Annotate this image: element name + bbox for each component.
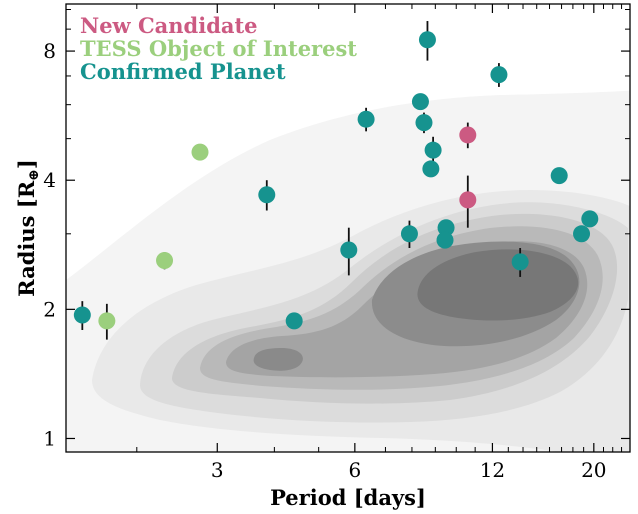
data-point [340,241,358,259]
x-tick-label: 12 [480,458,505,482]
data-points [73,21,599,340]
y-axis-ticks: 1 2 4 8 [43,39,630,450]
y-axis-label-end: ] [14,159,39,169]
data-point [411,93,429,111]
data-point [437,219,455,237]
y-tick-label: 4 [43,168,56,192]
data-point [285,312,303,330]
y-tick-label: 2 [43,297,56,321]
legend-entry-confirmed: Confirmed Planet [80,59,286,84]
y-tick-label: 1 [43,426,56,450]
data-point [191,143,209,161]
contour-level-8b [253,348,303,371]
axes-frame [65,3,631,453]
data-point [581,210,599,228]
x-tick-label: 3 [211,458,224,482]
data-point [550,167,568,185]
minor-ticks [66,4,631,452]
data-point [98,312,116,330]
data-point [511,253,529,271]
data-point [415,114,433,132]
data-point [156,251,174,269]
data-point [258,186,276,204]
data-point [400,225,418,243]
x-tick-label: 20 [581,458,606,482]
legend: New Candidate TESS Object of Interest Co… [80,13,357,84]
y-tick-label: 8 [43,39,56,63]
y-axis-label-subscript: ⊕ [26,169,42,181]
data-point [422,160,440,178]
data-point [459,126,477,144]
x-axis-label: Period [days] [270,485,426,510]
contour-level-8 [417,249,579,321]
data-point [573,225,591,243]
data-point [418,31,436,49]
x-tick-label: 6 [348,458,361,482]
y-axis-label-main: Radius [R [14,180,39,297]
x-axis-ticks: 3 6 12 20 [211,4,607,482]
data-point [459,191,477,209]
data-point [490,66,508,84]
legend-entry-new-candidate: New Candidate [80,13,258,38]
y-axis-label: Radius [R⊕] [14,159,42,297]
data-point [73,306,91,324]
legend-entry-toi: TESS Object of Interest [80,36,357,61]
data-point [357,110,375,128]
data-point [436,231,454,249]
data-point [424,141,442,159]
